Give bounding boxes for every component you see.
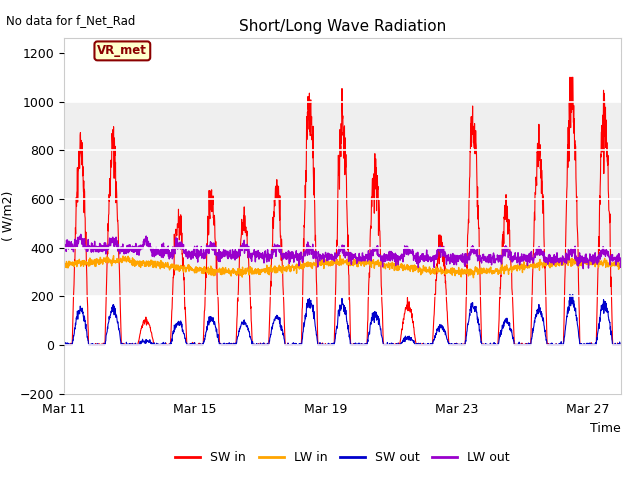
SW out bbox=[316, 342, 324, 348]
SW in bbox=[60, 341, 68, 347]
Bar bbox=[64, 102, 621, 199]
LW in bbox=[499, 264, 507, 270]
SW in bbox=[316, 342, 324, 348]
X-axis label: Time: Time bbox=[590, 422, 621, 435]
LW in bbox=[617, 264, 625, 269]
LW out bbox=[617, 258, 625, 264]
SW out bbox=[89, 341, 97, 347]
SW out bbox=[602, 304, 609, 310]
Legend: SW in, LW in, SW out, LW out: SW in, LW in, SW out, LW out bbox=[170, 446, 515, 469]
SW out bbox=[499, 324, 506, 330]
SW in bbox=[601, 133, 609, 139]
SW out bbox=[601, 306, 609, 312]
LW out bbox=[77, 231, 84, 237]
LW out bbox=[602, 251, 609, 257]
Text: VR_met: VR_met bbox=[97, 44, 147, 58]
LW out bbox=[331, 250, 339, 256]
SW in bbox=[89, 342, 97, 348]
LW out bbox=[499, 253, 506, 259]
LW out bbox=[579, 266, 587, 272]
SW out bbox=[60, 342, 68, 348]
LW in bbox=[331, 258, 339, 264]
Line: SW out: SW out bbox=[64, 295, 621, 345]
LW out bbox=[316, 252, 324, 257]
Line: LW in: LW in bbox=[64, 255, 621, 278]
SW in bbox=[617, 342, 625, 348]
LW in bbox=[601, 260, 609, 265]
SW in bbox=[60, 342, 68, 348]
SW in bbox=[566, 74, 573, 80]
LW out bbox=[601, 248, 609, 254]
LW in bbox=[316, 262, 324, 268]
Bar bbox=[64, 199, 621, 296]
SW out bbox=[566, 292, 573, 298]
LW in bbox=[336, 252, 344, 258]
Title: Short/Long Wave Radiation: Short/Long Wave Radiation bbox=[239, 20, 446, 35]
LW in bbox=[60, 263, 68, 268]
LW in bbox=[602, 259, 609, 264]
LW in bbox=[470, 275, 477, 281]
Y-axis label: ( W/m2): ( W/m2) bbox=[1, 191, 14, 241]
SW out bbox=[60, 341, 68, 347]
LW out bbox=[89, 245, 97, 251]
Text: No data for f_Net_Rad: No data for f_Net_Rad bbox=[6, 14, 136, 27]
SW out bbox=[617, 341, 625, 347]
SW in bbox=[499, 232, 506, 238]
SW in bbox=[331, 307, 339, 312]
Line: LW out: LW out bbox=[64, 234, 621, 269]
LW out bbox=[60, 242, 68, 248]
LW in bbox=[88, 259, 96, 265]
SW in bbox=[602, 133, 609, 139]
SW out bbox=[331, 336, 339, 342]
Line: SW in: SW in bbox=[64, 77, 621, 345]
